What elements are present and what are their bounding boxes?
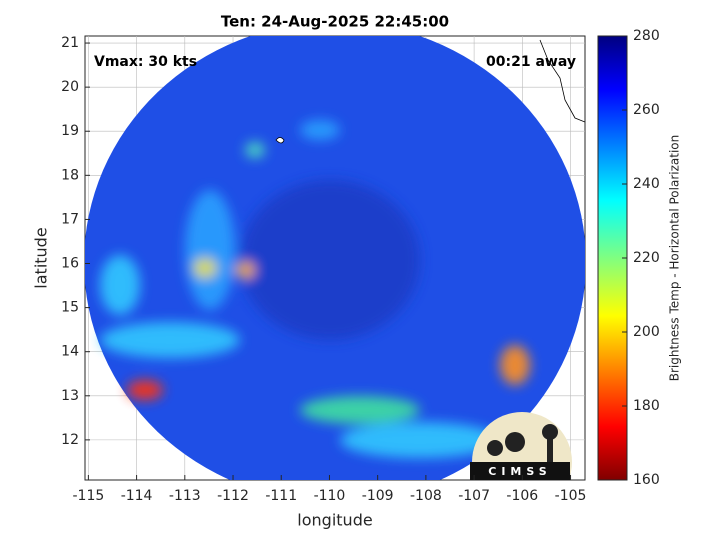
y-tick-label: 21 — [61, 35, 79, 51]
y-tick-label: 13 — [61, 388, 79, 404]
y-tick-label: 16 — [61, 256, 79, 272]
colorbar-tick-label: 260 — [633, 102, 660, 118]
colorbar-label: Brightness Temp - Horizontal Polarizatio… — [668, 135, 682, 382]
logo: CIMSS — [470, 412, 572, 480]
y-tick-label: 19 — [61, 123, 79, 139]
annotation: 00:21 away — [486, 54, 576, 70]
colorbar-tick-label: 240 — [633, 176, 660, 192]
colorbar-tick-label: 160 — [633, 472, 660, 488]
x-tick-label: -114 — [121, 488, 153, 504]
x-tick-label: -112 — [217, 488, 249, 504]
x-tick-label: -105 — [555, 488, 587, 504]
chart-title: Ten: 24-Aug-2025 22:45:00 — [221, 13, 449, 31]
colorbar-tick-label: 280 — [633, 28, 660, 44]
y-tick-label: 18 — [61, 167, 79, 183]
y-tick-label: 15 — [61, 300, 79, 316]
annotation: Vmax: 30 kts — [94, 54, 197, 70]
x-tick-label: -107 — [458, 488, 490, 504]
logo-text: CIMSS — [488, 465, 551, 478]
x-tick-label: -113 — [169, 488, 201, 504]
y-tick-label: 12 — [61, 432, 79, 448]
colorbar-tick-label: 180 — [633, 398, 660, 414]
y-tick-label: 17 — [61, 211, 79, 227]
x-tick-label: -109 — [362, 488, 394, 504]
colorbar-tick-label: 220 — [633, 250, 660, 266]
colorbar-tick-label: 200 — [633, 324, 660, 340]
x-tick-label: -111 — [265, 488, 297, 504]
x-tick-label: -115 — [72, 488, 104, 504]
x-tick-label: -106 — [506, 488, 538, 504]
swath — [85, 36, 585, 480]
x-tick-label: -110 — [314, 488, 346, 504]
y-axis-label: latitude — [32, 227, 51, 288]
y-tick-label: 14 — [61, 344, 79, 360]
x-tick-label: -108 — [410, 488, 442, 504]
x-axis-label: longitude — [297, 511, 372, 530]
y-tick-label: 20 — [61, 79, 79, 95]
